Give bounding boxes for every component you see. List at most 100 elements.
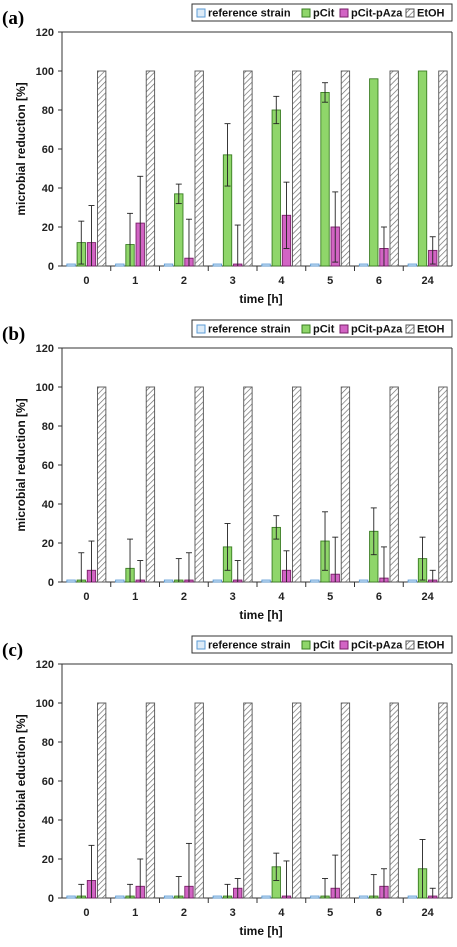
bar-etoh xyxy=(194,702,204,899)
legend-swatch-0 xyxy=(196,8,206,18)
legend-box xyxy=(191,635,453,654)
x-tick-label: 1 xyxy=(132,907,138,919)
x-tick-label: 6 xyxy=(376,907,382,919)
y-tick-label: 60 xyxy=(42,460,54,472)
legend-swatch-0 xyxy=(196,324,206,334)
bar-etoh xyxy=(340,70,351,267)
y-tick-label: 40 xyxy=(42,499,54,511)
bar-reference-strain xyxy=(310,579,320,583)
legend-swatch-1 xyxy=(301,640,311,650)
legend-label: pCit xyxy=(313,640,335,652)
legend-swatch-3 xyxy=(405,640,415,650)
bar-etoh xyxy=(194,386,204,583)
bar-reference-strain xyxy=(358,263,369,267)
legend-label: EtOH xyxy=(417,324,445,336)
bar-etoh xyxy=(97,386,107,583)
bar-reference-strain xyxy=(358,895,369,899)
y-tick-label: 60 xyxy=(42,776,54,788)
bar-etoh xyxy=(340,386,351,583)
chart-svg: (c) reference strain pCit pCit-pAza EtOH0204… xyxy=(2,635,453,938)
legend-box xyxy=(191,3,453,22)
x-tick-label: 4 xyxy=(278,591,285,603)
x-tick-label: 3 xyxy=(230,907,236,919)
legend: reference strain pCit pCit-pAza EtOH xyxy=(191,319,453,338)
y-tick-label: 40 xyxy=(42,815,54,827)
bar-etoh xyxy=(340,702,351,899)
legend-swatch-3 xyxy=(405,8,415,18)
x-tick-label: 2 xyxy=(181,591,187,603)
x-tick-label: 2 xyxy=(181,275,187,287)
x-axis-title: time [h] xyxy=(239,608,282,622)
y-tick-label: 80 xyxy=(42,737,54,749)
bar-etoh xyxy=(194,70,204,267)
y-tick-label: 0 xyxy=(48,577,54,589)
bar-etoh xyxy=(389,386,399,583)
legend-label: pCit-pAza xyxy=(351,8,403,20)
y-tick-label: 100 xyxy=(36,66,54,78)
bar-etoh xyxy=(97,70,107,267)
y-tick-label: 0 xyxy=(48,261,54,273)
bars xyxy=(66,386,448,583)
chart-svg: (b) reference strain pCit pCit-pAza EtOH0204… xyxy=(2,319,453,622)
panel-label: (b) xyxy=(2,324,25,345)
bar-etoh xyxy=(438,386,448,583)
legend-box xyxy=(191,319,453,338)
legend-label: pCit xyxy=(313,8,335,20)
panel-c: (c) reference strain pCit pCit-pAza EtOH 0 20 4… xyxy=(0,632,457,947)
legend-swatch-1 xyxy=(301,324,311,334)
x-tick-label: 0 xyxy=(83,591,89,603)
bar-reference-strain xyxy=(163,263,174,267)
y-tick-label: 80 xyxy=(42,421,54,433)
legend-swatch-3 xyxy=(405,324,415,334)
bar-etoh xyxy=(243,70,253,267)
bar-etoh xyxy=(438,70,448,267)
y-tick-label: 40 xyxy=(42,183,54,195)
bar-pcit xyxy=(271,109,281,267)
x-tick-label: 1 xyxy=(132,275,138,287)
legend-label: reference strain xyxy=(208,324,291,336)
legend-swatch-1 xyxy=(301,8,311,18)
legend-label: pCit-pAza xyxy=(351,640,403,652)
x-tick-label: 6 xyxy=(376,275,382,287)
bar-etoh xyxy=(145,386,156,583)
bar-reference-strain xyxy=(407,579,417,583)
axes: 0 20 40 60 80 100 120 0 1 2 3 4 5 6 24 xyxy=(36,659,453,919)
x-tick-label: 6 xyxy=(376,591,382,603)
y-axis-title: microbial reduction [%] xyxy=(14,398,28,531)
bars xyxy=(66,70,448,267)
axes: 0 20 40 60 80 100 120 0 1 2 3 4 5 6 24 xyxy=(36,27,453,287)
bar-reference-strain xyxy=(261,895,271,899)
bar-pcit xyxy=(417,70,428,267)
x-tick-label: 1 xyxy=(132,591,138,603)
bar-reference-strain xyxy=(310,895,320,899)
y-tick-label: 60 xyxy=(42,144,54,156)
legend: reference strain pCit pCit-pAza EtOH xyxy=(191,3,453,22)
x-tick-label: 24 xyxy=(422,907,435,919)
bar-etoh xyxy=(97,702,107,899)
legend-label: reference strain xyxy=(208,8,291,20)
bar-reference-strain xyxy=(163,895,174,899)
x-tick-label: 5 xyxy=(327,907,333,919)
bar-reference-strain xyxy=(212,579,222,583)
legend-swatch-2 xyxy=(339,324,349,334)
y-tick-label: 120 xyxy=(36,27,54,39)
legend-swatch-0 xyxy=(196,640,206,650)
y-tick-label: 100 xyxy=(36,382,54,394)
bar-etoh xyxy=(389,702,399,899)
x-tick-label: 4 xyxy=(278,275,285,287)
bar-reference-strain xyxy=(66,895,76,899)
x-axis-title: time [h] xyxy=(239,924,282,938)
legend: reference strain pCit pCit-pAza EtOH xyxy=(191,635,453,654)
x-tick-label: 24 xyxy=(422,275,435,287)
bar-etoh xyxy=(438,702,448,899)
bar-reference-strain xyxy=(66,579,76,583)
y-tick-label: 20 xyxy=(42,538,54,550)
legend-label: EtOH xyxy=(417,640,445,652)
bar-reference-strain xyxy=(261,579,271,583)
y-axis-title: microbial reduction [%] xyxy=(14,82,28,215)
bar-reference-strain xyxy=(358,579,369,583)
bar-etoh xyxy=(243,702,253,899)
bar-pcit xyxy=(320,91,330,267)
axes: 0 20 40 60 80 100 120 0 1 2 3 4 5 6 24 xyxy=(36,343,453,603)
bars xyxy=(66,702,448,899)
